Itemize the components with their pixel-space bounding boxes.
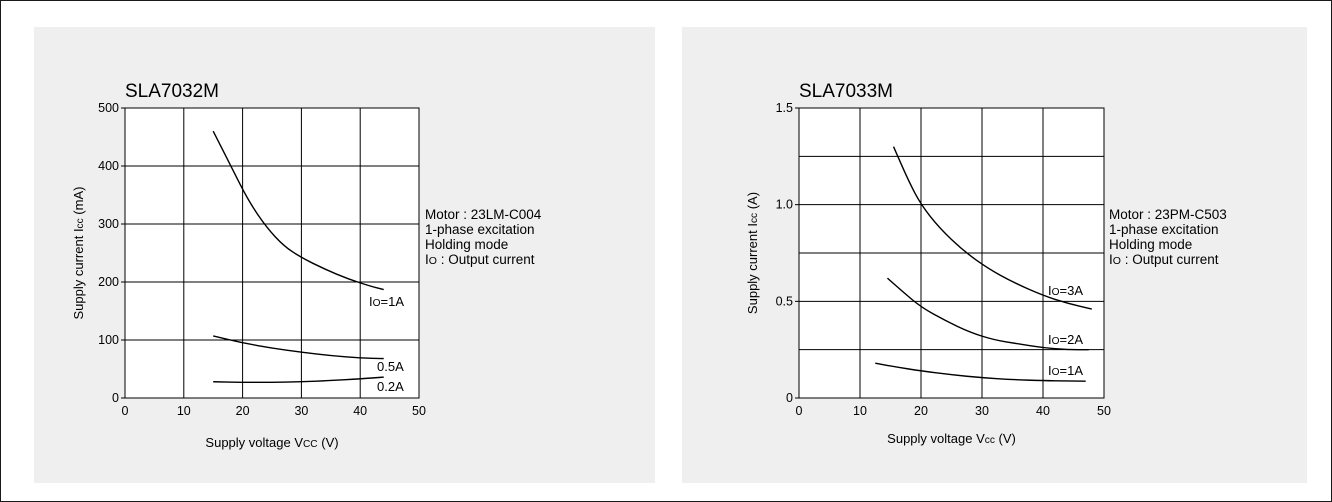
chart-1: 0 10 20 30 40 50 0 0.5 1.0 1.5 SLA7033M Supply curr… [745, 81, 1227, 446]
y-tick-label: 500 [98, 101, 119, 115]
y-tick-label: 1.0 [776, 198, 793, 212]
y-tick-label: 1.5 [776, 101, 793, 115]
series-label: 0.2A [377, 379, 404, 394]
chart-note: 1-phase excitation [425, 222, 535, 237]
y-axis-label: Supply current Icc (mA) [71, 187, 86, 320]
x-axis-label: Supply voltage Vcc (V) [887, 431, 1016, 446]
y-tick-label: 400 [98, 159, 119, 173]
y-tick-label: 0 [786, 391, 793, 405]
x-tick-label: 40 [1036, 404, 1050, 418]
y-tick-label: 0 [112, 391, 119, 405]
series-line-2 [875, 362, 1086, 382]
x-tick-label: 10 [177, 404, 191, 418]
series-line-1 [213, 335, 384, 360]
y-axis-label: Supply current Icc (A) [745, 192, 760, 314]
x-tick-label: 0 [122, 404, 129, 418]
chart-0: 0 10 20 30 40 500100200300400500SLA7032MSuppl… [71, 81, 542, 450]
x-tick-label: 10 [853, 404, 867, 418]
chart-note: 1-phase excitation [1109, 222, 1219, 237]
chart-note: IO : Output current [425, 252, 535, 267]
series-line-0 [212, 130, 384, 291]
y-tick-label: 0.5 [776, 294, 793, 308]
series-label: IO=3A [1048, 283, 1083, 298]
x-axis-label: Supply voltage VCC (V) [205, 435, 338, 450]
y-tick-label: 100 [98, 333, 119, 347]
x-tick-label: 30 [975, 404, 989, 418]
chart-note: Motor : 23PM-C503 [1109, 207, 1227, 222]
x-tick-label: 30 [294, 404, 308, 418]
series-line-1 [886, 277, 1089, 351]
y-tick-label: 200 [98, 275, 119, 289]
x-tick-label: 40 [353, 404, 367, 418]
chart-title: SLA7033M [799, 81, 893, 102]
x-tick-label: 50 [1097, 404, 1111, 418]
y-tick-label: 300 [98, 217, 119, 231]
series-label: IO=1A [1048, 363, 1083, 378]
series-line-2 [213, 376, 384, 384]
series-line-0 [892, 146, 1092, 310]
x-tick-label: 0 [796, 404, 803, 418]
chart-title: SLA7032M [125, 81, 219, 102]
x-tick-label: 20 [236, 404, 250, 418]
series-label: 0.5A [377, 359, 404, 374]
x-tick-label: 20 [914, 404, 928, 418]
chart-note: Motor : 23LM-C004 [425, 207, 542, 222]
series-label: IO=1A [369, 294, 404, 309]
chart-note: IO : Output current [1109, 252, 1219, 267]
x-tick-label: 50 [412, 404, 426, 418]
chart-note: Holding mode [1109, 237, 1192, 252]
plot-area [124, 107, 420, 399]
series-label: IO=2A [1048, 332, 1083, 347]
chart-note: Holding mode [425, 237, 508, 252]
